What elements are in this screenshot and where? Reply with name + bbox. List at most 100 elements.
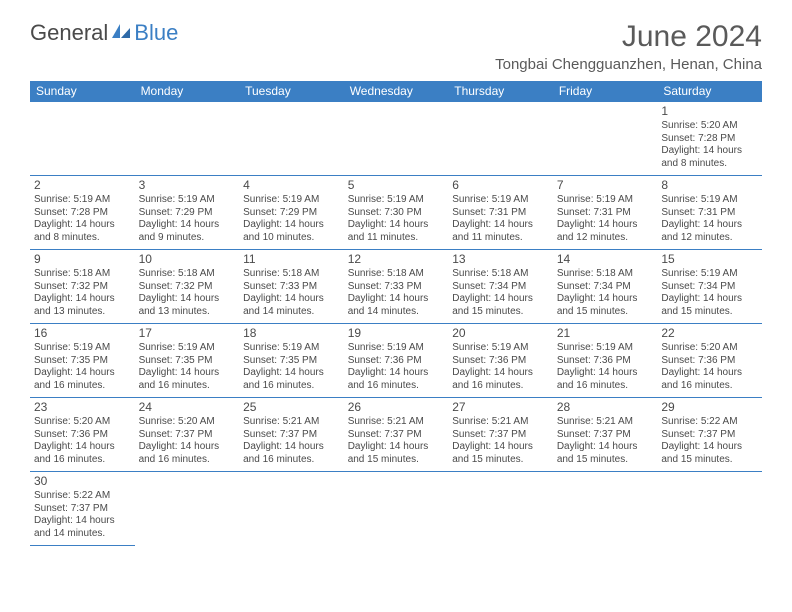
calendar-header-row: Sunday Monday Tuesday Wednesday Thursday… [30,81,762,102]
day-number: 4 [243,178,340,193]
day-number: 23 [34,400,131,415]
calendar-day-cell: 19Sunrise: 5:19 AMSunset: 7:36 PMDayligh… [344,324,449,398]
day-info: Sunrise: 5:19 AMSunset: 7:36 PMDaylight:… [557,342,654,392]
day-info: Sunrise: 5:19 AMSunset: 7:29 PMDaylight:… [139,194,236,244]
day-info: Sunrise: 5:20 AMSunset: 7:36 PMDaylight:… [34,416,131,466]
day-number: 12 [348,252,445,267]
day-info: Sunrise: 5:19 AMSunset: 7:29 PMDaylight:… [243,194,340,244]
calendar-day-cell: 12Sunrise: 5:18 AMSunset: 7:33 PMDayligh… [344,250,449,324]
header: General Blue June 2024 Tongbai Chengguan… [30,20,762,73]
calendar-day-cell: 18Sunrise: 5:19 AMSunset: 7:35 PMDayligh… [239,324,344,398]
day-info: Sunrise: 5:19 AMSunset: 7:28 PMDaylight:… [34,194,131,244]
logo-text-general: General [30,20,108,46]
calendar-day-cell: 30Sunrise: 5:22 AMSunset: 7:37 PMDayligh… [30,472,135,546]
calendar-day-cell: 11Sunrise: 5:18 AMSunset: 7:33 PMDayligh… [239,250,344,324]
day-number: 25 [243,400,340,415]
calendar-week-row: 16Sunrise: 5:19 AMSunset: 7:35 PMDayligh… [30,324,762,398]
calendar-empty-cell [135,472,240,546]
day-info: Sunrise: 5:20 AMSunset: 7:28 PMDaylight:… [661,120,758,170]
day-number: 9 [34,252,131,267]
calendar-day-cell: 5Sunrise: 5:19 AMSunset: 7:30 PMDaylight… [344,176,449,250]
location: Tongbai Chengguanzhen, Henan, China [495,56,762,73]
day-info: Sunrise: 5:22 AMSunset: 7:37 PMDaylight:… [661,416,758,466]
day-info: Sunrise: 5:19 AMSunset: 7:35 PMDaylight:… [34,342,131,392]
calendar-day-cell: 22Sunrise: 5:20 AMSunset: 7:36 PMDayligh… [657,324,762,398]
calendar-day-cell: 16Sunrise: 5:19 AMSunset: 7:35 PMDayligh… [30,324,135,398]
calendar-empty-cell [657,472,762,546]
day-info: Sunrise: 5:19 AMSunset: 7:35 PMDaylight:… [139,342,236,392]
calendar-day-cell: 9Sunrise: 5:18 AMSunset: 7:32 PMDaylight… [30,250,135,324]
day-number: 8 [661,178,758,193]
calendar-day-cell: 4Sunrise: 5:19 AMSunset: 7:29 PMDaylight… [239,176,344,250]
day-info: Sunrise: 5:19 AMSunset: 7:30 PMDaylight:… [348,194,445,244]
day-number: 17 [139,326,236,341]
day-info: Sunrise: 5:21 AMSunset: 7:37 PMDaylight:… [243,416,340,466]
day-number: 5 [348,178,445,193]
calendar-week-row: 1Sunrise: 5:20 AMSunset: 7:28 PMDaylight… [30,102,762,176]
title-block: June 2024 Tongbai Chengguanzhen, Henan, … [495,20,762,73]
day-number: 10 [139,252,236,267]
calendar-day-cell: 3Sunrise: 5:19 AMSunset: 7:29 PMDaylight… [135,176,240,250]
sail-icon [110,20,132,46]
calendar-empty-cell [553,472,658,546]
day-info: Sunrise: 5:19 AMSunset: 7:36 PMDaylight:… [452,342,549,392]
calendar-empty-cell [553,102,658,176]
calendar-day-cell: 26Sunrise: 5:21 AMSunset: 7:37 PMDayligh… [344,398,449,472]
calendar-empty-cell [135,102,240,176]
calendar-day-cell: 27Sunrise: 5:21 AMSunset: 7:37 PMDayligh… [448,398,553,472]
day-number: 28 [557,400,654,415]
day-number: 13 [452,252,549,267]
day-info: Sunrise: 5:19 AMSunset: 7:35 PMDaylight:… [243,342,340,392]
weekday-header: Friday [553,81,658,102]
day-number: 11 [243,252,340,267]
day-info: Sunrise: 5:20 AMSunset: 7:37 PMDaylight:… [139,416,236,466]
calendar-week-row: 23Sunrise: 5:20 AMSunset: 7:36 PMDayligh… [30,398,762,472]
day-number: 27 [452,400,549,415]
calendar-empty-cell [448,102,553,176]
day-number: 24 [139,400,236,415]
day-number: 1 [661,104,758,119]
calendar-day-cell: 23Sunrise: 5:20 AMSunset: 7:36 PMDayligh… [30,398,135,472]
weekday-header: Saturday [657,81,762,102]
day-info: Sunrise: 5:19 AMSunset: 7:31 PMDaylight:… [661,194,758,244]
calendar-empty-cell [30,102,135,176]
calendar-body: 1Sunrise: 5:20 AMSunset: 7:28 PMDaylight… [30,102,762,546]
day-info: Sunrise: 5:18 AMSunset: 7:33 PMDaylight:… [243,268,340,318]
calendar-table: Sunday Monday Tuesday Wednesday Thursday… [30,81,762,546]
day-info: Sunrise: 5:18 AMSunset: 7:32 PMDaylight:… [34,268,131,318]
calendar-day-cell: 28Sunrise: 5:21 AMSunset: 7:37 PMDayligh… [553,398,658,472]
day-info: Sunrise: 5:18 AMSunset: 7:32 PMDaylight:… [139,268,236,318]
calendar-empty-cell [344,472,449,546]
day-number: 15 [661,252,758,267]
calendar-day-cell: 20Sunrise: 5:19 AMSunset: 7:36 PMDayligh… [448,324,553,398]
calendar-empty-cell [448,472,553,546]
day-number: 30 [34,474,131,489]
day-info: Sunrise: 5:18 AMSunset: 7:34 PMDaylight:… [557,268,654,318]
weekday-header: Thursday [448,81,553,102]
day-number: 29 [661,400,758,415]
calendar-day-cell: 2Sunrise: 5:19 AMSunset: 7:28 PMDaylight… [30,176,135,250]
calendar-week-row: 30Sunrise: 5:22 AMSunset: 7:37 PMDayligh… [30,472,762,546]
calendar-day-cell: 13Sunrise: 5:18 AMSunset: 7:34 PMDayligh… [448,250,553,324]
day-number: 16 [34,326,131,341]
weekday-header: Monday [135,81,240,102]
day-info: Sunrise: 5:21 AMSunset: 7:37 PMDaylight:… [557,416,654,466]
day-number: 18 [243,326,340,341]
day-info: Sunrise: 5:22 AMSunset: 7:37 PMDaylight:… [34,490,131,540]
day-number: 26 [348,400,445,415]
weekday-header: Sunday [30,81,135,102]
day-info: Sunrise: 5:19 AMSunset: 7:31 PMDaylight:… [557,194,654,244]
calendar-day-cell: 25Sunrise: 5:21 AMSunset: 7:37 PMDayligh… [239,398,344,472]
day-number: 21 [557,326,654,341]
calendar-day-cell: 7Sunrise: 5:19 AMSunset: 7:31 PMDaylight… [553,176,658,250]
calendar-empty-cell [344,102,449,176]
calendar-day-cell: 1Sunrise: 5:20 AMSunset: 7:28 PMDaylight… [657,102,762,176]
weekday-header: Tuesday [239,81,344,102]
day-number: 14 [557,252,654,267]
day-info: Sunrise: 5:19 AMSunset: 7:31 PMDaylight:… [452,194,549,244]
calendar-week-row: 2Sunrise: 5:19 AMSunset: 7:28 PMDaylight… [30,176,762,250]
day-info: Sunrise: 5:19 AMSunset: 7:36 PMDaylight:… [348,342,445,392]
day-number: 2 [34,178,131,193]
calendar-day-cell: 24Sunrise: 5:20 AMSunset: 7:37 PMDayligh… [135,398,240,472]
calendar-day-cell: 6Sunrise: 5:19 AMSunset: 7:31 PMDaylight… [448,176,553,250]
